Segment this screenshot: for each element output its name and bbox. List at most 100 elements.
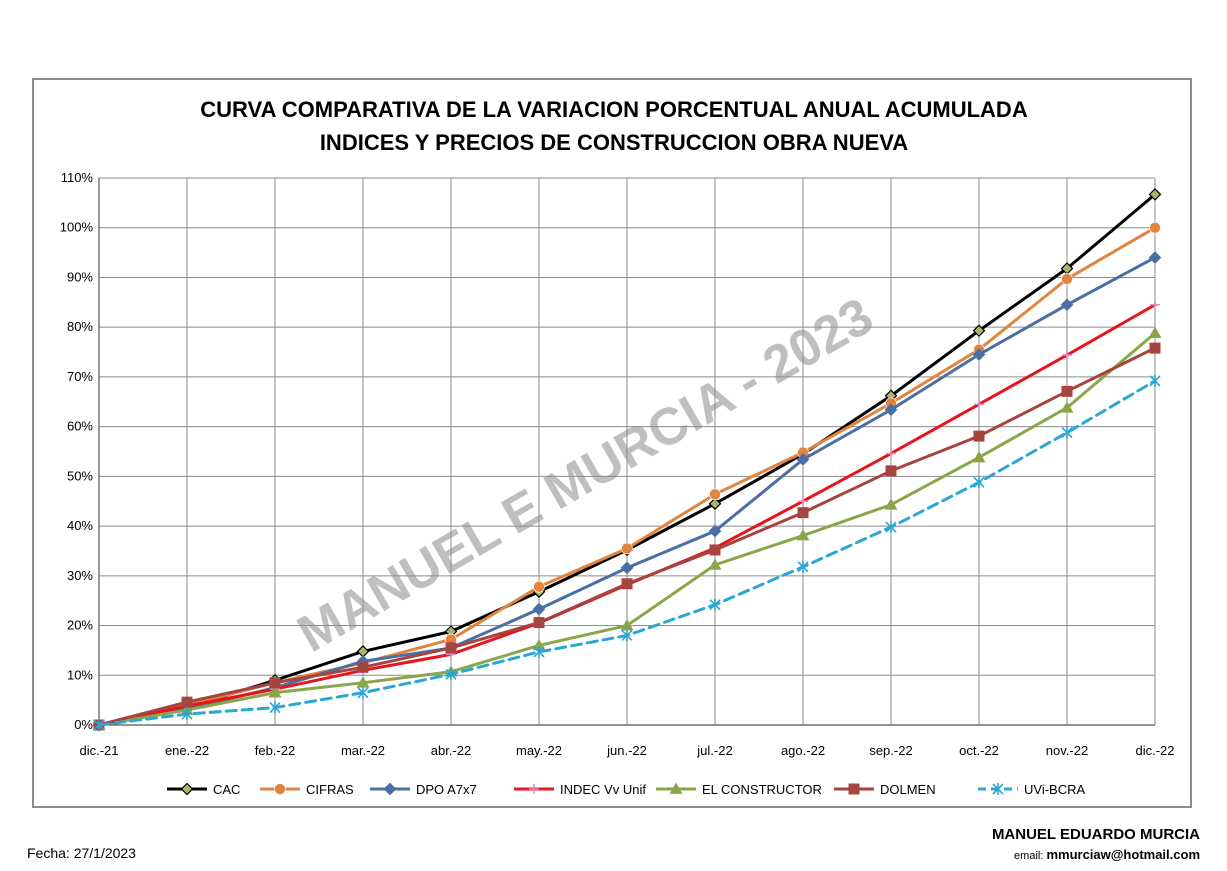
legend-marker (383, 782, 397, 796)
legend-marker (669, 782, 683, 794)
x-tick-label: dic.-21 (79, 743, 118, 758)
data-point (708, 524, 722, 538)
data-point (621, 542, 633, 555)
legend-item: INDEC Vv Unif (514, 782, 646, 797)
data-point (621, 578, 633, 590)
data-point (798, 496, 808, 507)
chart-title: CURVA COMPARATIVA DE LA VARIACION PORCEN… (200, 97, 1028, 122)
data-point (885, 521, 897, 534)
data-point (1149, 374, 1161, 387)
data-point (972, 450, 986, 463)
legend-label: UVi-BCRA (1024, 782, 1085, 797)
x-tick-label: abr.-22 (431, 743, 471, 758)
data-point (708, 497, 722, 511)
legend-label: CIFRAS (306, 782, 354, 797)
legend-item: CIFRAS (260, 782, 354, 797)
legend-label: CAC (213, 782, 240, 797)
data-point (621, 629, 633, 642)
data-point (973, 476, 985, 489)
legend-label: INDEC Vv Unif (560, 782, 646, 797)
data-point (1061, 385, 1073, 397)
email-label: email: (1014, 850, 1044, 862)
data-point (709, 488, 721, 501)
data-point (972, 324, 986, 338)
data-point (884, 403, 898, 417)
author-email: mmurciaw@hotmail.com (1046, 847, 1200, 862)
x-tick-label: ene.-22 (165, 743, 209, 758)
author-email-line: email: mmurciaw@hotmail.com (992, 847, 1200, 862)
legend-label: DPO A7x7 (416, 782, 477, 797)
data-point (181, 708, 193, 721)
x-tick-label: nov.-22 (1046, 743, 1088, 758)
data-point (181, 696, 193, 708)
data-point (269, 677, 281, 689)
y-tick-label: 80% (67, 319, 93, 334)
data-point (1148, 326, 1162, 339)
data-point (1149, 342, 1161, 354)
data-point (1150, 299, 1160, 310)
data-point (1149, 221, 1161, 234)
y-tick-label: 20% (67, 618, 93, 633)
chart-frame: MANUEL E MURCIA - 2023 CURVA COMPARATIVA… (32, 78, 1192, 808)
legend-item: UVi-BCRA (978, 782, 1085, 797)
data-point (1060, 298, 1074, 312)
chart-subtitle: INDICES Y PRECIOS DE CONSTRUCCION OBRA N… (320, 130, 908, 155)
y-tick-label: 60% (67, 419, 93, 434)
legend-marker (848, 783, 860, 795)
legend-marker (992, 783, 1004, 795)
data-point (708, 558, 722, 570)
legend-marker (529, 784, 539, 794)
data-point (269, 701, 281, 714)
footer-date: Fecha: 27/1/2023 (27, 845, 136, 861)
x-tick-label: may.-22 (516, 743, 562, 758)
y-tick-label: 0% (74, 717, 93, 732)
y-tick-label: 110% (61, 170, 94, 185)
data-point (533, 617, 545, 629)
data-point (972, 348, 986, 361)
x-tick-label: mar.-22 (341, 743, 385, 758)
y-tick-label: 50% (67, 468, 93, 483)
x-tick-label: ago.-22 (781, 743, 825, 758)
data-point (533, 580, 545, 593)
data-point (533, 645, 545, 658)
legend-item: EL CONSTRUCTOR (656, 782, 822, 797)
y-tick-label: 70% (67, 369, 93, 384)
line-chart: MANUEL E MURCIA - 2023 CURVA COMPARATIVA… (60, 97, 1175, 797)
data-point (797, 560, 809, 573)
data-point (268, 686, 282, 698)
footer-author: MANUEL EDUARDO MURCIA email: mmurciaw@ho… (992, 826, 1200, 862)
legend-item: DPO A7x7 (370, 782, 477, 797)
data-point (796, 453, 810, 466)
x-tick-label: oct.-22 (959, 743, 999, 758)
data-point (1148, 188, 1162, 201)
x-tick-label: sep.-22 (869, 743, 912, 758)
data-point (532, 602, 546, 616)
legend-item: DOLMEN (834, 782, 936, 797)
y-tick-label: 30% (67, 568, 93, 583)
legend-marker (274, 783, 286, 795)
series-dolmen (93, 342, 1161, 731)
data-point (796, 529, 810, 541)
data-point (1062, 350, 1072, 361)
x-tick-label: jun.-22 (606, 743, 647, 758)
data-point (532, 638, 546, 651)
y-tick-label: 40% (67, 518, 93, 533)
x-tick-label: feb.-22 (255, 743, 295, 758)
watermark: MANUEL E MURCIA - 2023 (288, 287, 883, 664)
y-tick-label: 90% (67, 269, 93, 284)
x-tick-label: jul.-22 (696, 743, 732, 758)
data-point (357, 686, 369, 699)
data-point (1061, 273, 1073, 285)
data-point (973, 430, 985, 442)
data-point (886, 448, 896, 459)
legend-item: CAC (167, 782, 240, 797)
data-point (1061, 426, 1073, 439)
data-point (620, 619, 634, 631)
y-tick-label: 10% (67, 667, 93, 682)
legend-label: DOLMEN (880, 782, 936, 797)
data-point (357, 661, 369, 673)
data-point (1148, 251, 1162, 264)
data-point (445, 642, 457, 654)
data-point (884, 498, 898, 510)
y-tick-label: 100% (60, 220, 94, 235)
